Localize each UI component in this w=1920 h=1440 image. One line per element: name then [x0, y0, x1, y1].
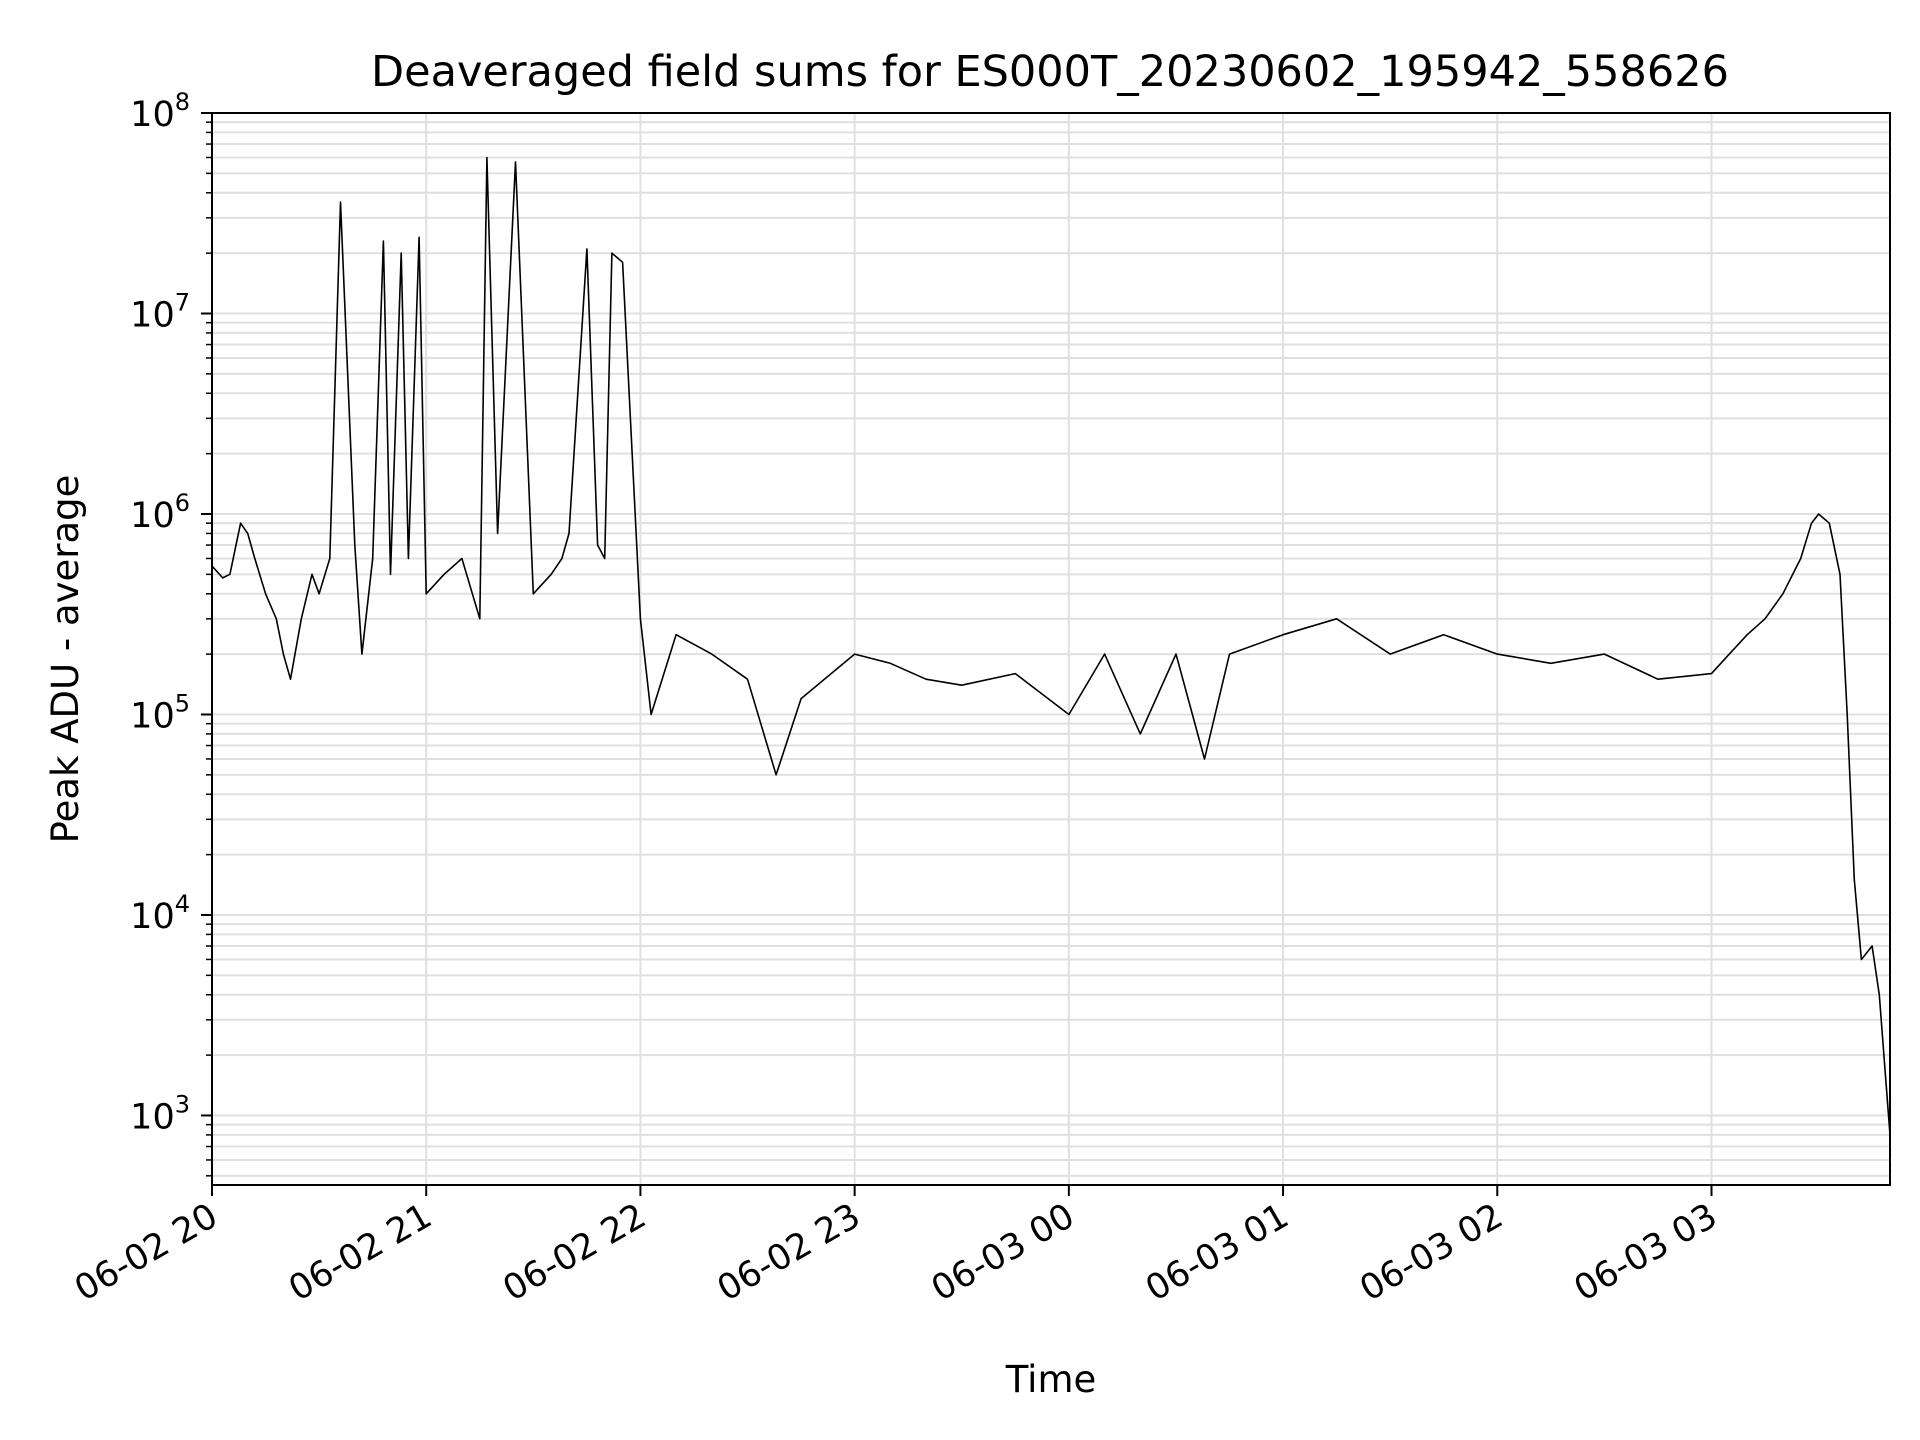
- grid: [211, 112, 1890, 1185]
- y-tick-label: 106: [130, 489, 190, 536]
- plot-frame: [211, 112, 1891, 1186]
- y-tick-label: 105: [130, 689, 190, 736]
- y-tick-label: 108: [130, 88, 190, 135]
- series-group: [211, 156, 1891, 1135]
- y-tick-label: 104: [130, 890, 190, 937]
- series-line-0: [211, 156, 1891, 1135]
- y-axis-label: Peak ADU - average: [44, 475, 87, 844]
- chart-title: Deaveraged field sums for ES000T_2023060…: [371, 47, 1729, 97]
- y-tick-label: 107: [130, 288, 190, 335]
- x-axis-label: Time: [1005, 1358, 1097, 1401]
- y-tick-label: 103: [130, 1090, 190, 1137]
